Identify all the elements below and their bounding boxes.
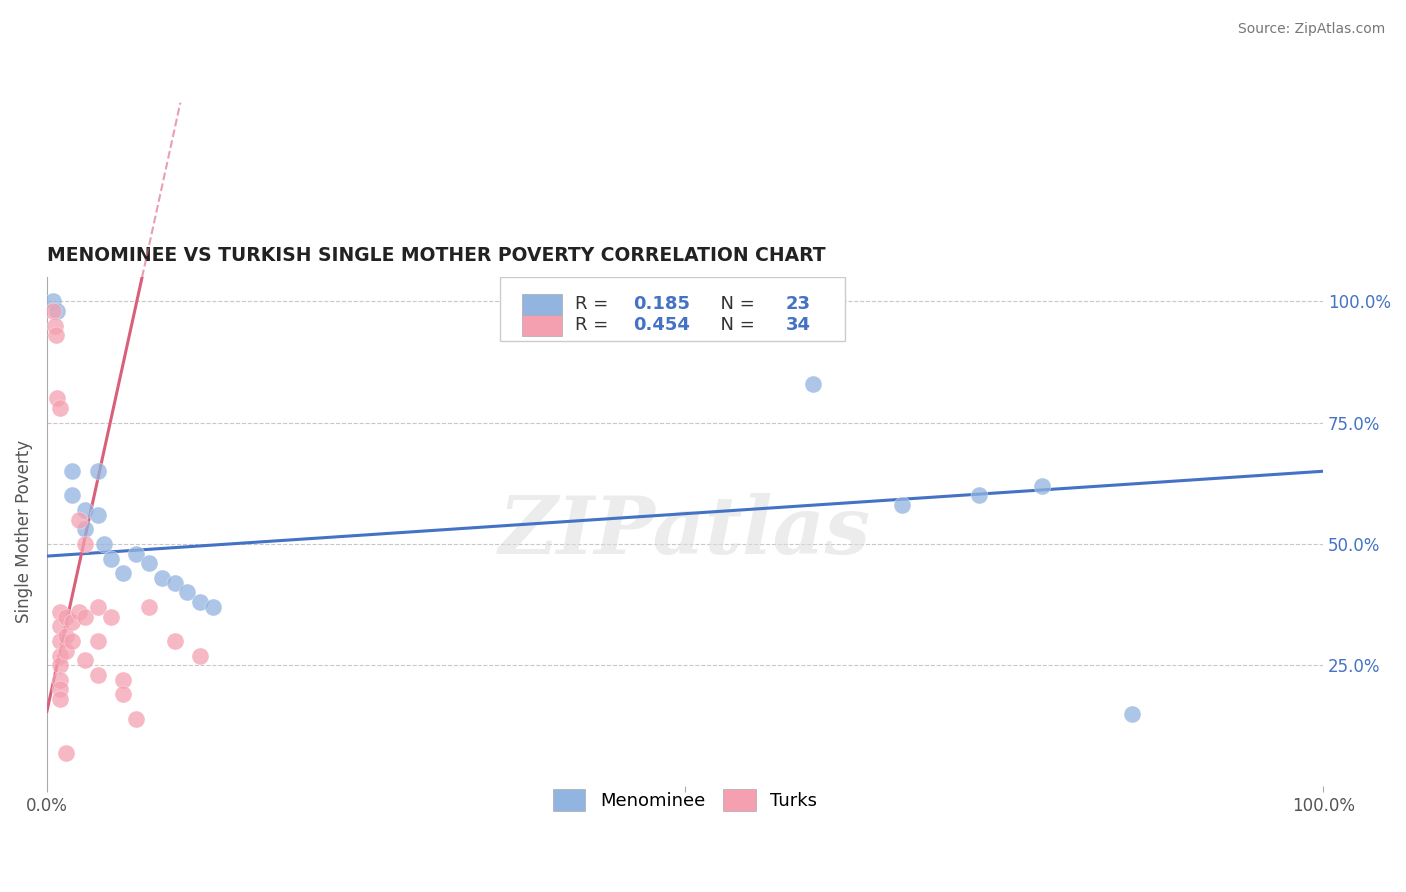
Text: ZIPatlas: ZIPatlas: [499, 493, 872, 571]
Point: [150, 571, 173, 585]
Point: [48, 401, 70, 416]
Point: [48, 673, 70, 687]
Point: [75, 523, 97, 537]
Point: [112, 566, 135, 580]
Point: [112, 673, 135, 687]
Point: [87, 464, 110, 478]
Text: MENOMINEE VS TURKISH SINGLE MOTHER POVERTY CORRELATION CHART: MENOMINEE VS TURKISH SINGLE MOTHER POVER…: [46, 245, 825, 265]
Point: [48, 619, 70, 633]
Text: R =: R =: [575, 317, 614, 334]
Point: [62, 615, 84, 629]
Point: [62, 464, 84, 478]
Point: [125, 712, 148, 726]
Point: [55, 609, 77, 624]
Point: [138, 557, 160, 571]
Point: [100, 551, 122, 566]
Point: [801, 376, 824, 391]
Point: [55, 629, 77, 643]
FancyBboxPatch shape: [501, 277, 845, 341]
Point: [967, 488, 990, 502]
Point: [48, 648, 70, 663]
Point: [46, 304, 69, 318]
Text: 0.454: 0.454: [633, 317, 689, 334]
Point: [188, 648, 211, 663]
Point: [87, 508, 110, 522]
Point: [48, 658, 70, 673]
Point: [75, 537, 97, 551]
Text: Source: ZipAtlas.com: Source: ZipAtlas.com: [1237, 22, 1385, 37]
Point: [42, 294, 65, 309]
Text: N =: N =: [709, 295, 761, 313]
Point: [163, 575, 186, 590]
Point: [112, 687, 135, 701]
Point: [44, 318, 66, 333]
Text: 0.185: 0.185: [633, 295, 690, 313]
Point: [62, 634, 84, 648]
Point: [201, 600, 224, 615]
Point: [138, 600, 160, 615]
Point: [100, 609, 122, 624]
Point: [188, 595, 211, 609]
Point: [87, 634, 110, 648]
Point: [891, 498, 914, 512]
Point: [1031, 479, 1053, 493]
Text: 34: 34: [786, 317, 811, 334]
Point: [87, 600, 110, 615]
Point: [55, 746, 77, 760]
Point: [75, 503, 97, 517]
Point: [75, 653, 97, 667]
Text: N =: N =: [709, 317, 761, 334]
Point: [46, 392, 69, 406]
Point: [1121, 706, 1143, 721]
Point: [62, 488, 84, 502]
Point: [48, 692, 70, 706]
Point: [48, 634, 70, 648]
Point: [87, 668, 110, 682]
FancyBboxPatch shape: [522, 315, 562, 336]
Point: [125, 547, 148, 561]
Point: [48, 682, 70, 697]
Point: [55, 643, 77, 657]
Point: [67, 513, 90, 527]
Point: [163, 634, 186, 648]
Point: [75, 609, 97, 624]
Point: [67, 605, 90, 619]
Text: R =: R =: [575, 295, 614, 313]
Point: [93, 537, 115, 551]
Point: [48, 605, 70, 619]
Y-axis label: Single Mother Poverty: Single Mother Poverty: [15, 441, 32, 624]
Point: [42, 304, 65, 318]
Text: 23: 23: [786, 295, 811, 313]
Point: [176, 585, 198, 599]
Point: [45, 328, 67, 343]
FancyBboxPatch shape: [522, 293, 562, 315]
Legend: Menominee, Turks: Menominee, Turks: [546, 781, 824, 818]
